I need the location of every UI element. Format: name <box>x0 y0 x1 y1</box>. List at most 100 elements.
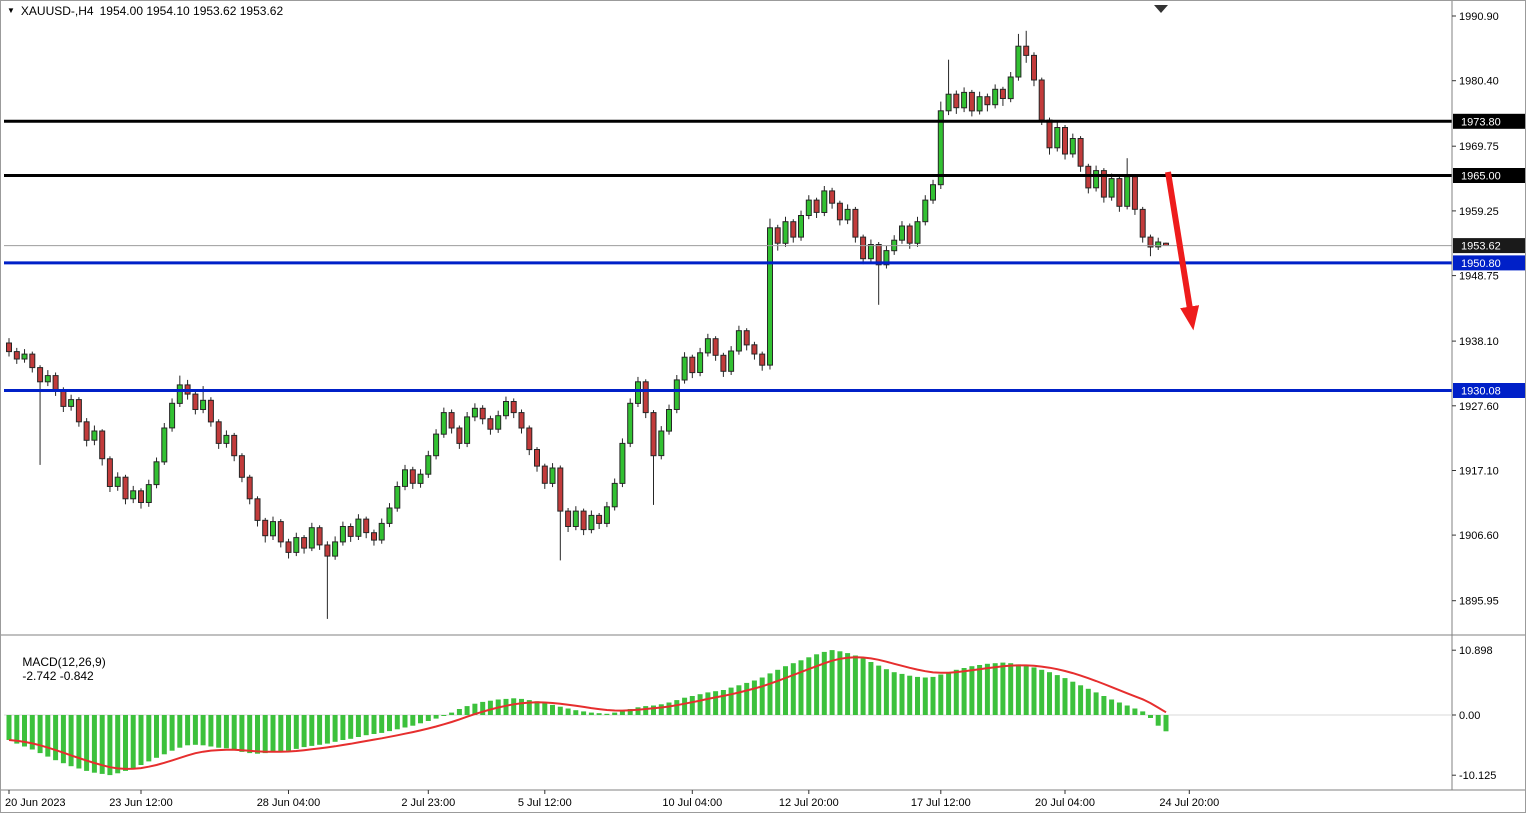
price-badge <box>1453 113 1525 129</box>
price-badge-label: 1953.62 <box>1461 241 1501 253</box>
chart-menu-arrow-icon[interactable]: ▼ <box>7 6 15 15</box>
bull-candle <box>1069 138 1076 155</box>
macd-histogram-bar <box>185 715 191 746</box>
macd-histogram-bar <box>596 713 602 715</box>
bull-candle <box>681 356 688 381</box>
price-badge-label: 1950.80 <box>1461 258 1501 270</box>
bull-candle <box>425 455 432 475</box>
macd-histogram-bar <box>845 653 851 715</box>
macd-histogram-bar <box>29 715 35 750</box>
bear-candle <box>534 449 540 467</box>
macd-histogram-bar <box>697 694 703 715</box>
bear-candle <box>254 498 261 521</box>
macd-histogram-bar <box>84 715 90 771</box>
macd-histogram-bar <box>604 713 610 715</box>
macd-histogram-bar <box>91 715 97 773</box>
macd-histogram-bar <box>651 705 656 715</box>
time-tick-label: 10 Jul 04:00 <box>662 797 722 809</box>
bull-candle <box>161 427 168 463</box>
price-tick-label: 1906.60 <box>1459 530 1499 542</box>
macd-histogram-bar <box>1039 669 1045 715</box>
price-badge-label: 1930.08 <box>1461 386 1501 398</box>
bull-candle <box>735 330 742 352</box>
macd-histogram-bar <box>891 672 897 715</box>
bear-candle <box>712 338 719 356</box>
bull-candle <box>611 482 618 508</box>
chart-shift-marker-icon[interactable] <box>1154 5 1168 13</box>
bull-candle <box>961 91 968 109</box>
macd-histogram-bar <box>293 715 299 749</box>
bear-candle <box>518 412 525 429</box>
price-tick-label: 1895.95 <box>1459 596 1499 608</box>
bear-candle <box>580 510 587 531</box>
macd-tick-label: 10.898 <box>1459 645 1493 657</box>
macd-histogram-bar <box>534 701 540 715</box>
macd-histogram-bar <box>60 715 66 764</box>
bear-candle <box>790 221 797 238</box>
bull-candle <box>728 350 735 372</box>
bull-candle <box>417 473 424 484</box>
macd-histogram-bar <box>790 663 796 715</box>
macd-histogram-bar <box>588 712 594 715</box>
price-tick-label: 1927.60 <box>1459 401 1499 413</box>
macd-histogram-bar <box>1054 675 1060 715</box>
bear-candle <box>238 455 245 478</box>
macd-tick-label: 0.00 <box>1459 710 1480 722</box>
macd-histogram-bar <box>223 715 229 749</box>
macd-histogram-bar <box>860 658 866 715</box>
macd-histogram-bar <box>449 712 455 715</box>
bull-candle <box>883 250 890 266</box>
price-badge-label: 1965.00 <box>1461 171 1501 183</box>
bull-candle <box>798 215 804 238</box>
macd-histogram-bar <box>123 715 128 771</box>
bear-candle <box>526 427 533 451</box>
bull-candle <box>1007 76 1014 100</box>
bull-candle <box>992 88 999 106</box>
macd-histogram-bar <box>1116 702 1122 715</box>
bear-candle <box>1077 138 1084 167</box>
bull-candle <box>930 184 936 201</box>
bull-candle <box>293 537 300 553</box>
macd-histogram-bar <box>379 715 385 733</box>
bear-candle <box>262 519 269 537</box>
bull-candle <box>394 486 401 509</box>
macd-histogram-bar <box>231 715 237 751</box>
bull-candle <box>153 461 160 486</box>
bull-candle <box>619 442 626 484</box>
macd-histogram-bar <box>1140 711 1146 715</box>
macd-histogram-bar <box>402 715 408 728</box>
symbol-timeframe-label: XAUUSD-,H4 <box>20 4 94 18</box>
bear-candle <box>836 202 843 221</box>
bear-candle <box>510 401 517 414</box>
macd-histogram-bar <box>1000 662 1006 715</box>
price-tick-label: 1959.25 <box>1459 206 1499 218</box>
macd-histogram-bar <box>6 715 12 740</box>
macd-histogram-bar <box>806 657 812 715</box>
bull-candle <box>68 399 75 407</box>
macd-histogram-bar <box>759 677 765 715</box>
bear-candle <box>1147 236 1154 248</box>
macd-histogram-bar <box>705 692 711 715</box>
macd-histogram-bar <box>829 650 835 715</box>
macd-histogram-bar <box>821 651 827 715</box>
macd-histogram-bar <box>930 676 936 715</box>
down-arrow-annotation[interactable] <box>1165 171 1200 331</box>
macd-histogram-bar <box>115 715 121 774</box>
macd-histogram-bar <box>1015 664 1021 715</box>
ohlc-values: 1954.00 1954.10 1953.62 1953.62 <box>99 4 284 18</box>
bull-candle <box>308 527 315 549</box>
bull-candle <box>1093 170 1100 189</box>
bull-candle <box>767 227 773 366</box>
macd-histogram-bar <box>736 685 742 716</box>
macd-histogram-bar <box>573 710 579 715</box>
bear-candle <box>207 399 214 423</box>
macd-histogram-bar <box>767 673 773 715</box>
bull-candle <box>91 430 98 441</box>
bull-candle <box>1108 178 1115 198</box>
bear-candle <box>479 407 486 420</box>
macd-histogram-bar <box>720 690 726 715</box>
macd-histogram-bar <box>1023 665 1029 715</box>
